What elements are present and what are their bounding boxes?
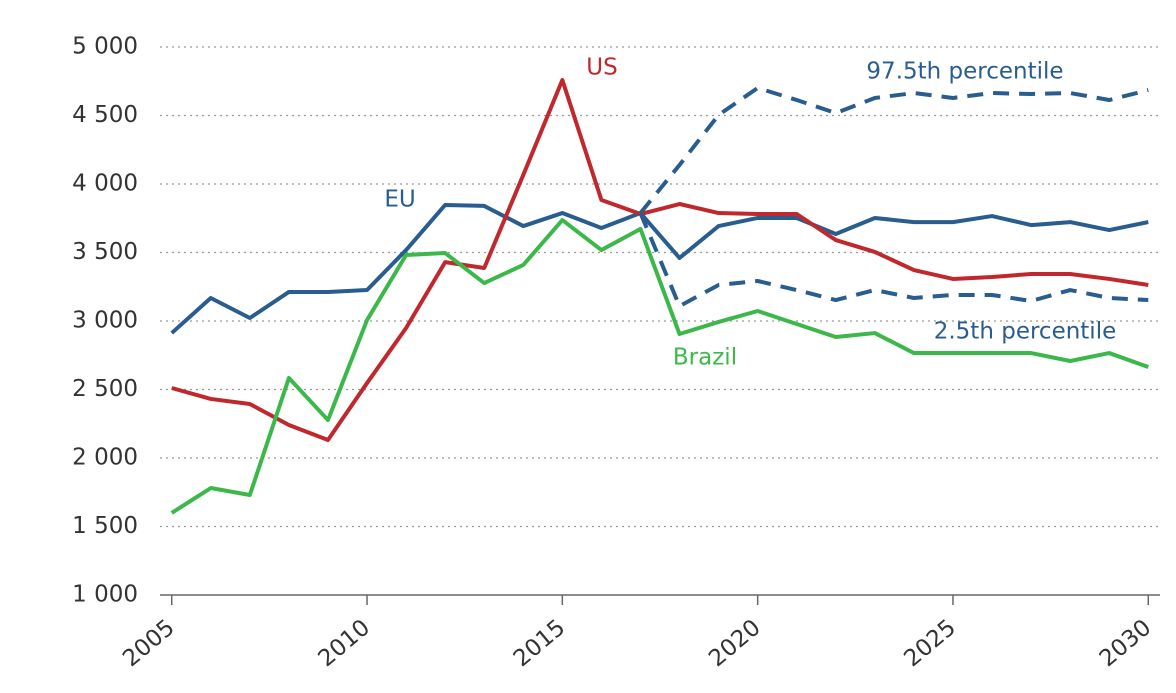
y-tick-label: 1 500 [72,513,138,539]
y-tick-label: 5 000 [72,34,138,60]
series-line [170,202,1149,335]
y-tick-label: 4 000 [72,171,138,197]
x-tick-label: 2025 [899,615,961,673]
series-label: EU [384,187,415,213]
y-tick-label: 2 500 [72,376,138,402]
y-tick-label: 1 000 [72,582,138,608]
series-line [171,78,1149,443]
series-line [638,85,1149,215]
series-label: US [586,55,617,81]
series-label: Brazil [673,345,737,371]
series-label: 97.5th percentile [866,59,1063,85]
y-tick-label: 4 500 [72,102,138,128]
series-label: 2.5th percentile [934,319,1117,345]
x-tick-label: 2020 [704,615,766,673]
y-tick-label: 3 500 [72,239,138,265]
x-tick-label: 2005 [118,615,180,673]
x-tick-label: 2030 [1095,615,1157,673]
y-tick-label: 3 000 [72,308,138,334]
series-line [638,212,1149,309]
y-tick-label: 2 000 [72,445,138,471]
x-tick-label: 2015 [509,615,571,673]
x-tick-label: 2010 [314,615,376,673]
series-line [170,218,1149,515]
